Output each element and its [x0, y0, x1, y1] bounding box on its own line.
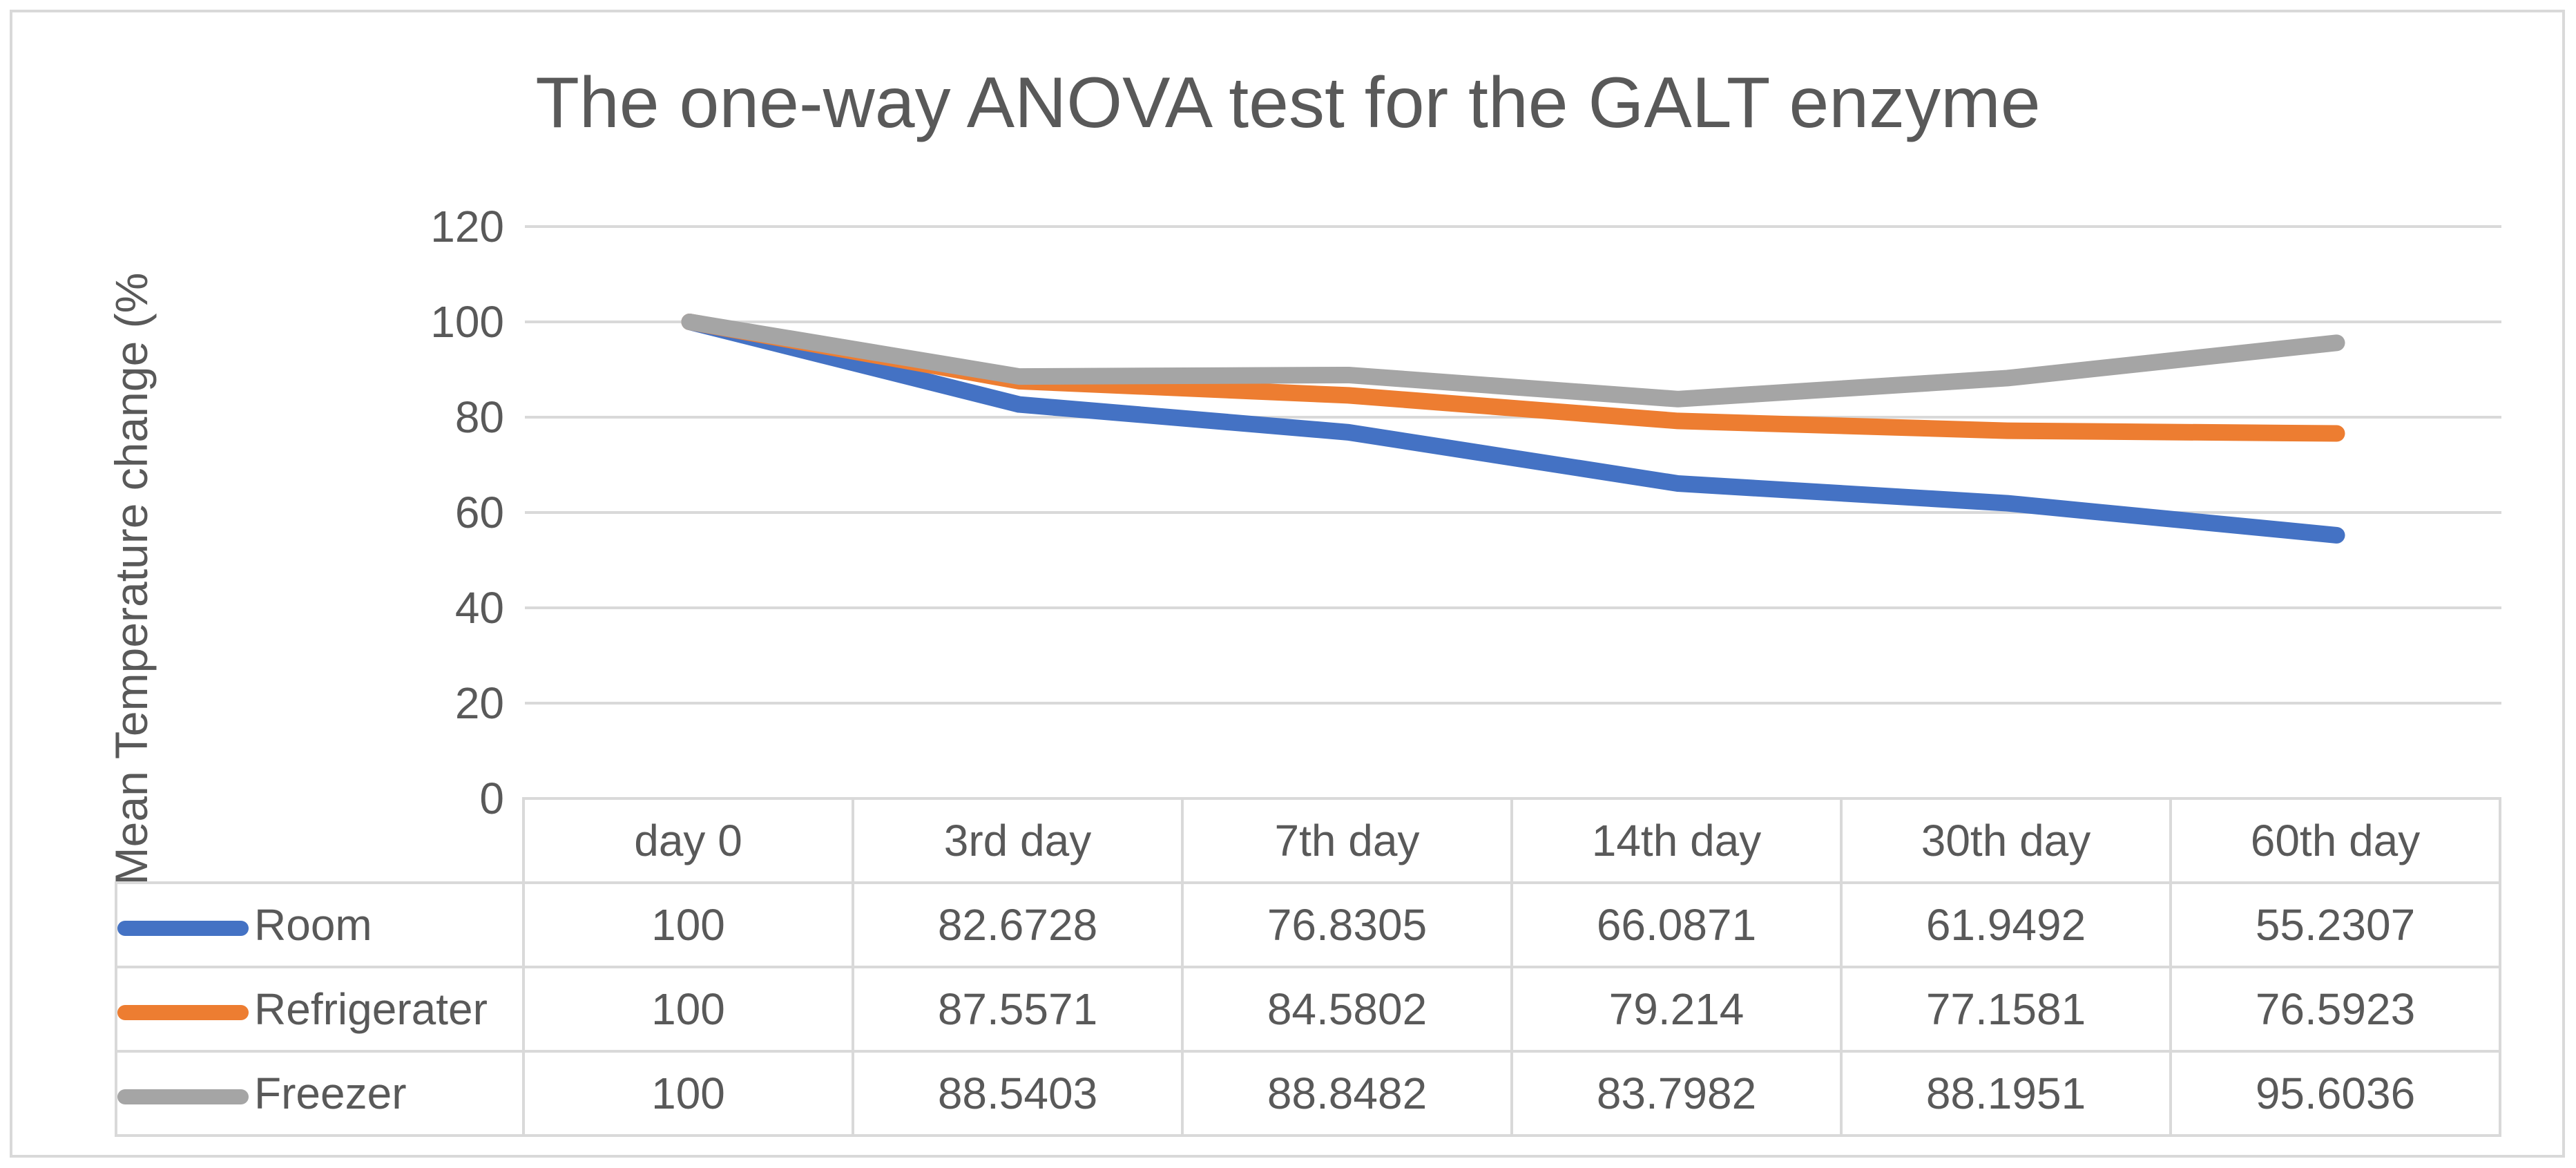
data-label: 55.2307 — [2169, 881, 2501, 968]
data-table-header: day 0 3rd day 7th day 14th day 30th day 60th … — [116, 797, 2501, 884]
data-label: 76.8305 — [1181, 881, 1513, 968]
series-line-room — [681, 314, 2345, 544]
legend-key-refrigerater — [117, 1005, 249, 1021]
y-tick-label: 100 — [430, 297, 504, 347]
data-table: day 0 3rd day 7th day 14th day 30th day 60th … — [115, 797, 2501, 1137]
y-tick-label: 40 — [454, 583, 504, 633]
data-label: 77.1581 — [1840, 966, 2172, 1053]
data-table-row: Refrigerater 100 87.5571 84.5802 79.214 77.15… — [115, 966, 2501, 1053]
data-label: 88.8482 — [1181, 1050, 1513, 1137]
data-table-row: Freezer 100 88.5403 88.8482 83.7982 88.1951 95… — [115, 1050, 2501, 1137]
data-label: 61.9492 — [1840, 881, 2172, 968]
x-tick-label: 30th day — [1840, 797, 2172, 884]
data-label: 100 — [522, 881, 854, 968]
legend-label: Refrigerater — [254, 984, 488, 1034]
series-line-freezer — [681, 314, 2345, 408]
data-label: 100 — [522, 966, 854, 1053]
data-label: 83.7982 — [1510, 1050, 1843, 1137]
y-tick-label: 120 — [430, 202, 504, 251]
data-table-corner — [116, 798, 525, 884]
legend-label: Room — [254, 900, 372, 950]
data-label: 66.0871 — [1510, 881, 1843, 968]
x-tick-label: day 0 — [522, 797, 854, 884]
data-label: 87.5571 — [852, 966, 1184, 1053]
y-tick-label: 80 — [454, 392, 504, 442]
legend-entry: Freezer — [115, 1050, 525, 1137]
legend-key-room — [117, 921, 249, 937]
data-label: 79.214 — [1510, 966, 1843, 1053]
data-label: 100 — [522, 1050, 854, 1137]
gridlines — [525, 225, 2501, 705]
legend-entry: Refrigerater — [115, 966, 525, 1053]
x-tick-label: 7th day — [1181, 797, 1513, 884]
x-tick-label: 60th day — [2169, 797, 2501, 884]
legend-label: Freezer — [254, 1069, 407, 1118]
x-tick-label: 14th day — [1510, 797, 1843, 884]
y-tick-label: 60 — [454, 488, 504, 537]
data-label: 88.1951 — [1840, 1050, 2172, 1137]
x-tick-label: 3rd day — [852, 797, 1184, 884]
data-label: 84.5802 — [1181, 966, 1513, 1053]
legend-entry: Room — [115, 881, 525, 968]
data-label: 82.6728 — [852, 881, 1184, 968]
chart-title: The one-way ANOVA test for the GALT enzy… — [535, 63, 2041, 143]
data-table-row: Room 100 82.6728 76.8305 66.0871 61.9492 55.23… — [115, 881, 2501, 968]
y-tick-label: 20 — [454, 678, 504, 728]
data-label: 76.5923 — [2169, 966, 2501, 1053]
data-label: 95.6036 — [2169, 1050, 2501, 1137]
data-label: 88.5403 — [852, 1050, 1184, 1137]
legend-key-freezer — [117, 1089, 249, 1105]
series-lines — [681, 314, 2345, 544]
